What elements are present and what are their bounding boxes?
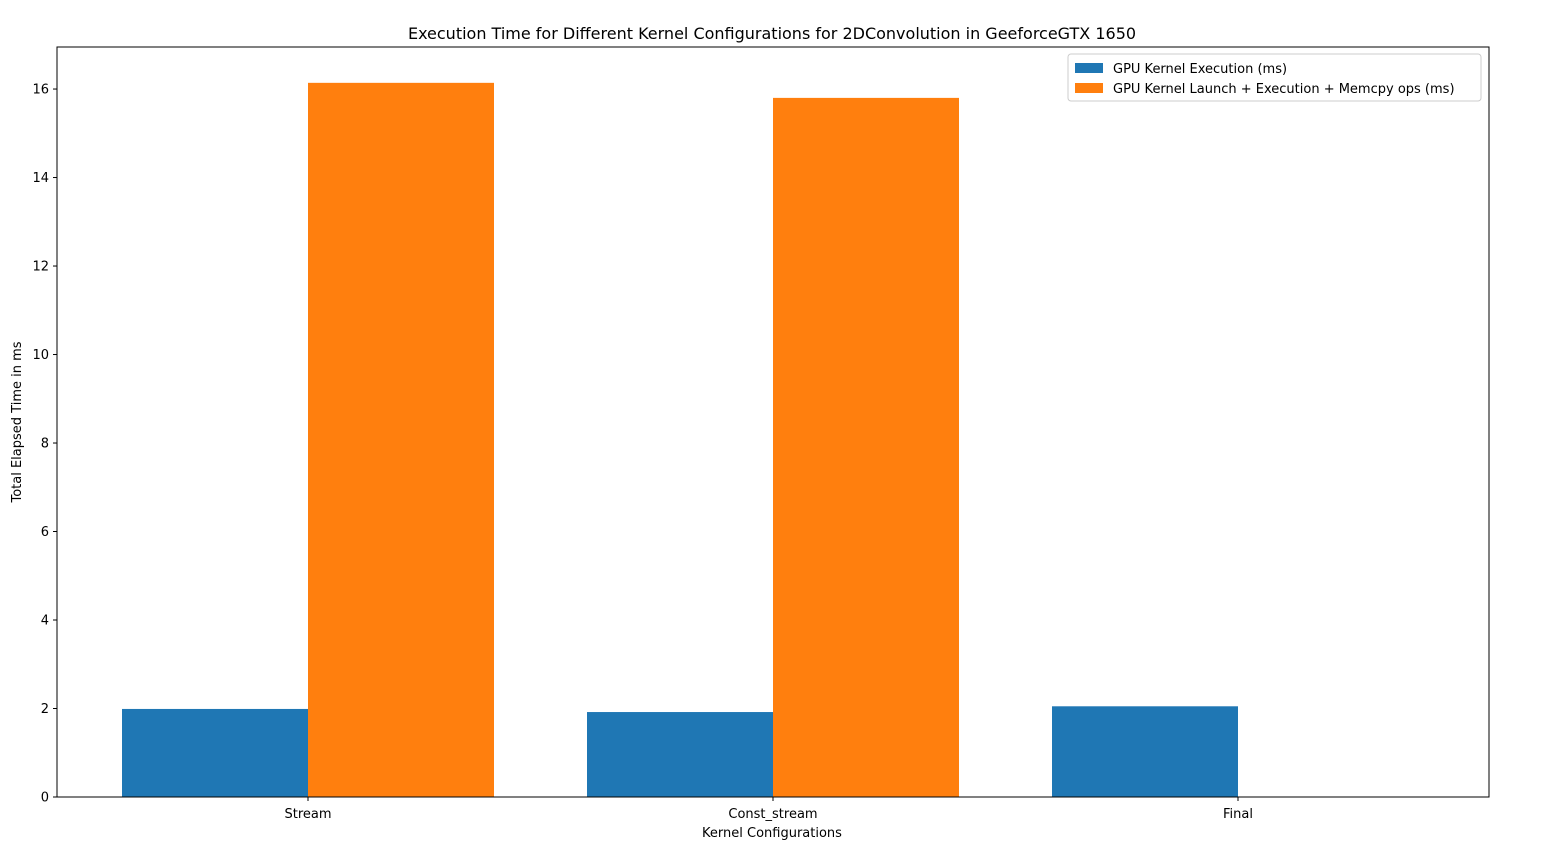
- chart-title: Execution Time for Different Kernel Conf…: [408, 24, 1136, 43]
- bar-launch-execution-memcpy-stream: [308, 82, 494, 798]
- y-tick-label: 12: [32, 260, 49, 275]
- y-tick-label: 14: [32, 171, 49, 186]
- legend-swatch: [1075, 83, 1103, 93]
- legend: GPU Kernel Execution (ms) GPU Kernel Laun…: [1067, 53, 1482, 102]
- bar-kernel-execution-const-stream: [587, 712, 773, 797]
- y-tick-label: 4: [41, 614, 49, 629]
- x-axis-label: Kernel Configurations: [702, 826, 842, 841]
- y-tick-label: 8: [41, 437, 49, 452]
- bars-layer: [122, 82, 1238, 798]
- x-tick-label: Stream: [284, 807, 331, 822]
- legend-label: GPU Kernel Execution (ms): [1113, 62, 1287, 77]
- bar-kernel-execution-final: [1052, 706, 1238, 797]
- y-axis-label: Total Elapsed Time in ms: [10, 341, 25, 503]
- y-tick-label: 6: [41, 525, 49, 540]
- bar-launch-execution-memcpy-const-stream: [773, 97, 959, 798]
- x-tick-label: Final: [1223, 807, 1253, 822]
- legend-swatch: [1075, 63, 1103, 73]
- bar-kernel-execution-stream: [122, 708, 308, 797]
- y-tick-label: 10: [32, 348, 49, 363]
- y-tick-label: 16: [32, 83, 49, 98]
- y-tick-label: 0: [41, 791, 49, 806]
- x-tick-label: Const_stream: [728, 807, 817, 822]
- legend-label: GPU Kernel Launch + Execution + Memcpy o…: [1113, 82, 1455, 97]
- y-tick-label: 2: [41, 702, 49, 717]
- axes-layer: 0 2 4 6 8 10 12 14 16 Stream Const_stream Final: [32, 46, 1490, 822]
- legend-box: [1067, 53, 1482, 102]
